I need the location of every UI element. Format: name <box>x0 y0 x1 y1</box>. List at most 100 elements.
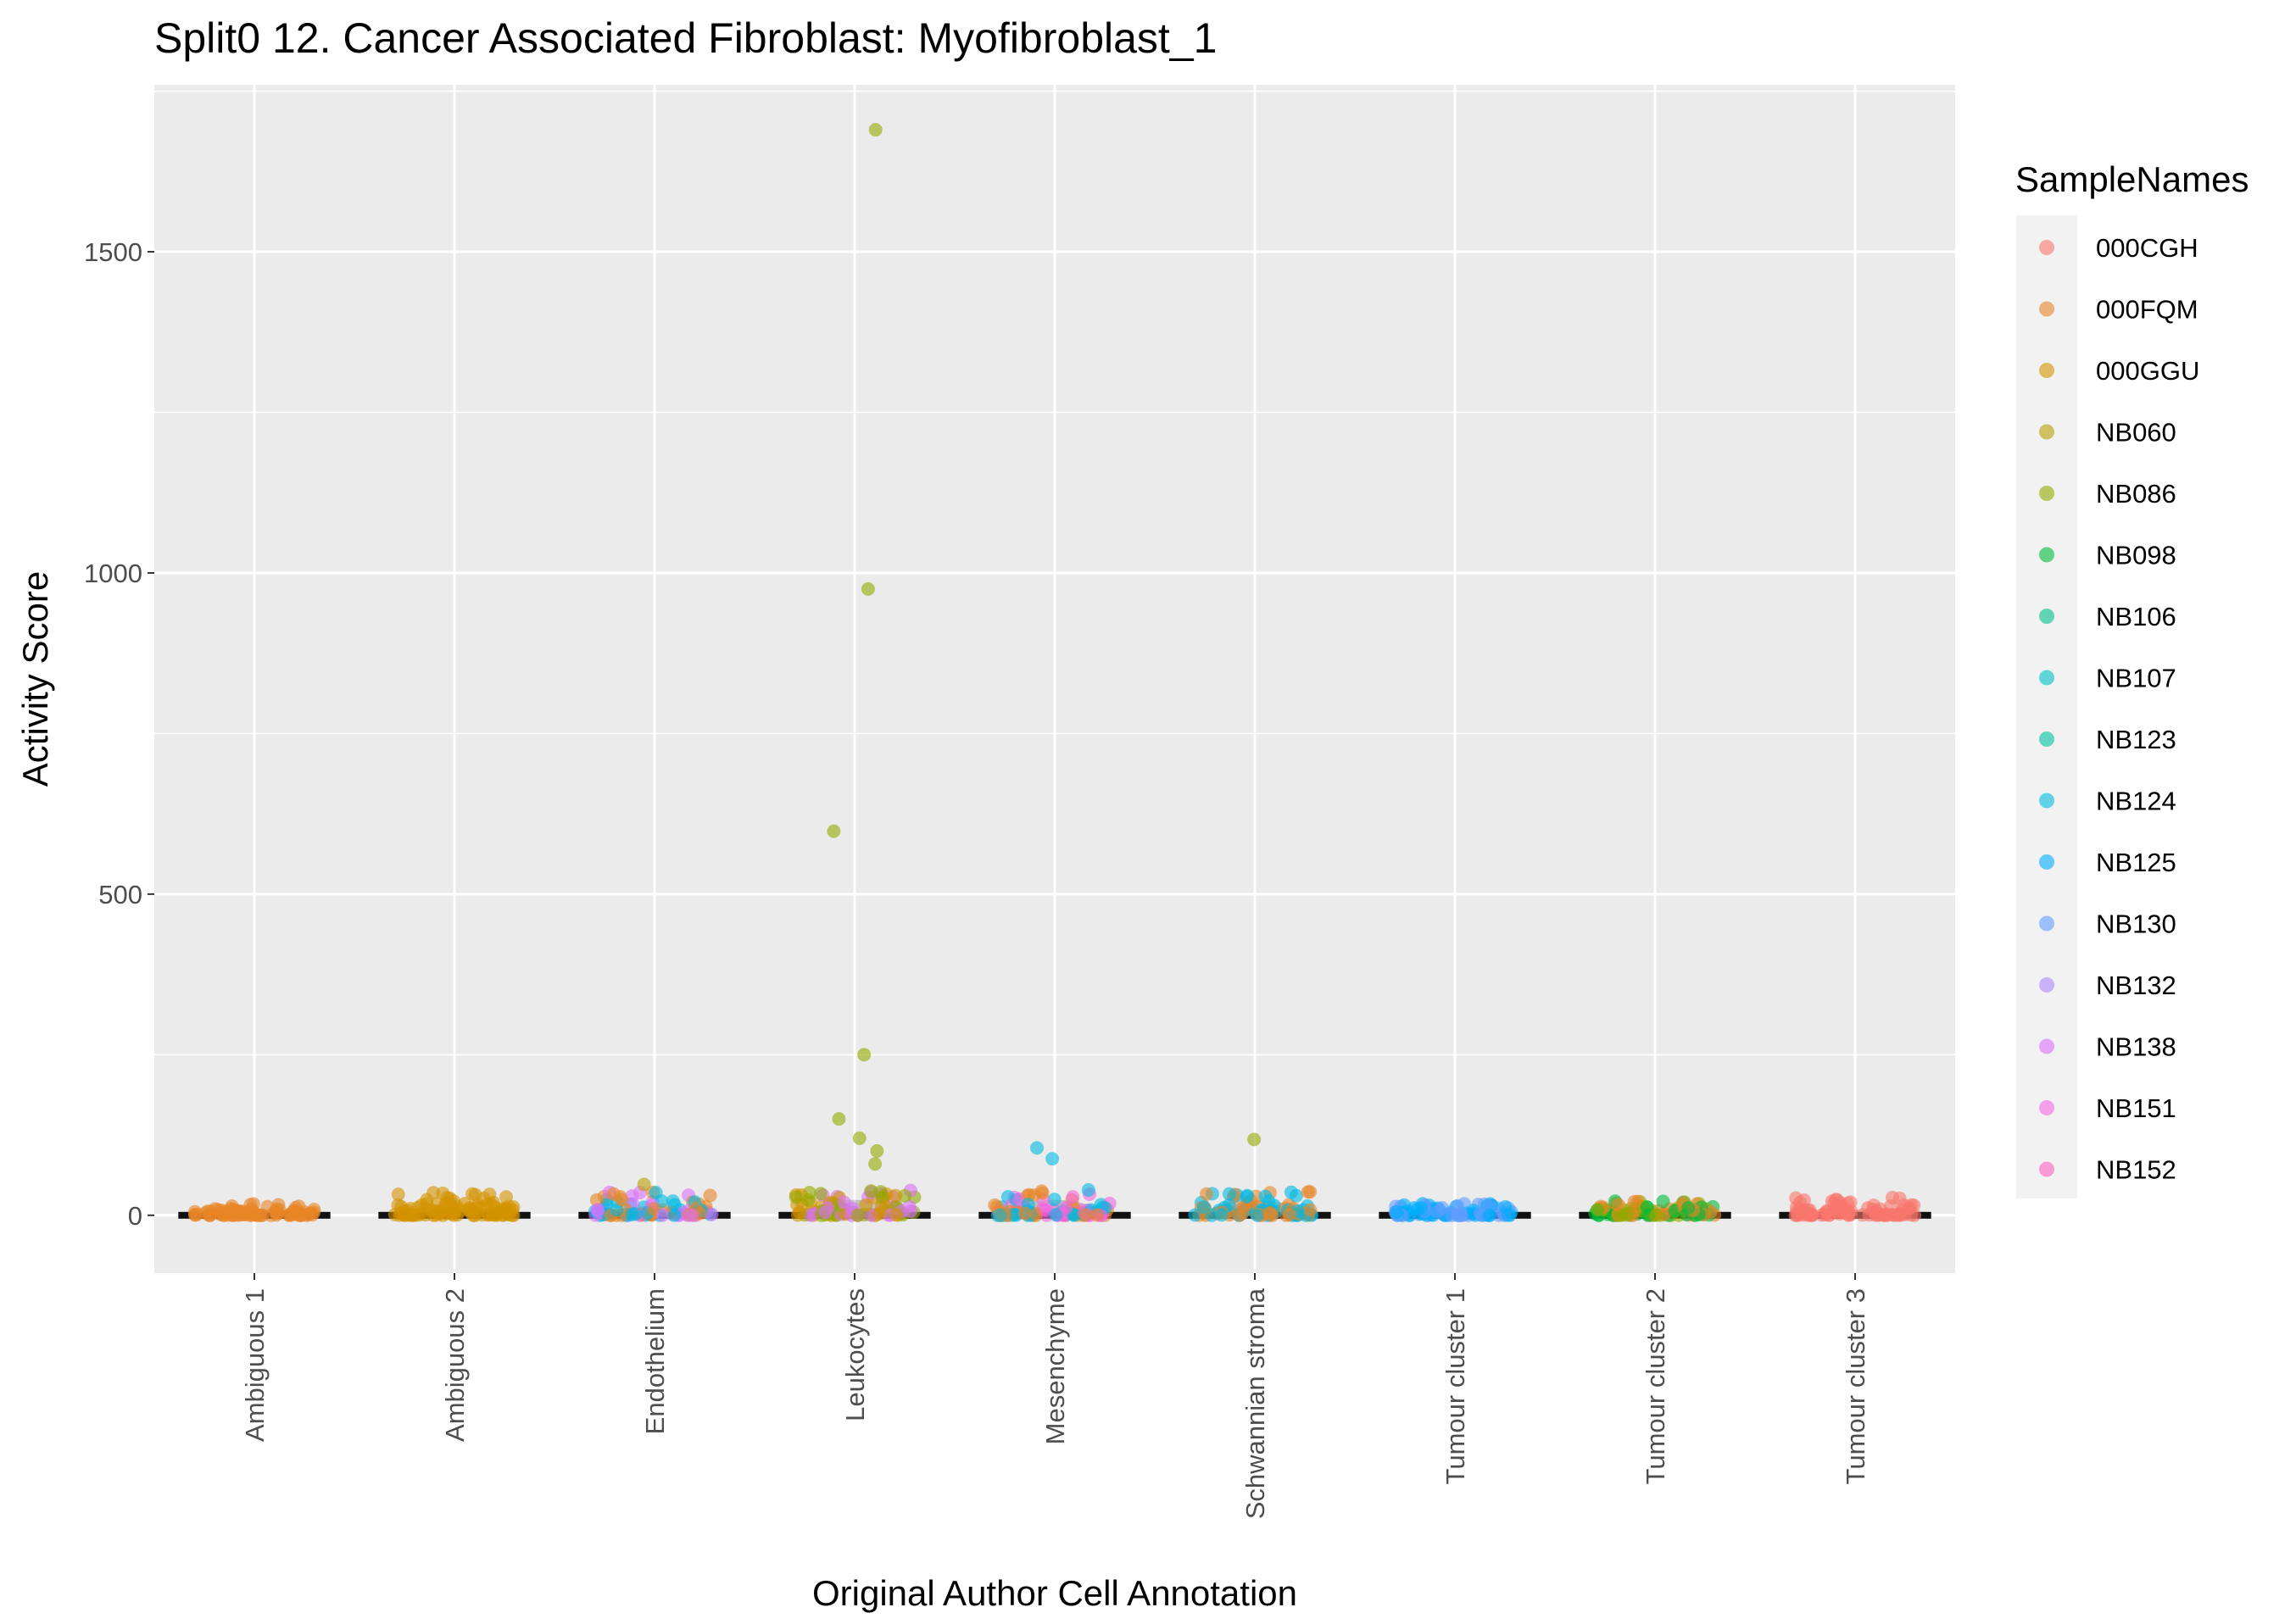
data-point <box>293 1208 308 1222</box>
data-point <box>649 1186 663 1200</box>
data-point <box>1200 1187 1214 1201</box>
data-point <box>685 1208 699 1222</box>
data-point <box>1413 1201 1428 1215</box>
data-point <box>1483 1208 1497 1222</box>
x-tick-label: Tumour cluster 2 <box>1641 1288 1670 1484</box>
data-point <box>1289 1188 1303 1203</box>
data-point-outlier <box>1030 1141 1045 1155</box>
legend-label: 000GGU <box>2096 356 2199 386</box>
legend-key <box>2039 977 2054 993</box>
data-point-outlier <box>852 1131 867 1145</box>
data-point <box>1791 1208 1805 1222</box>
data-point <box>625 1207 639 1221</box>
y-axis-title: Activity Score <box>15 571 55 787</box>
data-point-outlier <box>637 1177 651 1192</box>
x-tick-label: Schwannian stroma <box>1240 1288 1270 1519</box>
legend-label: 000CGH <box>2096 233 2198 263</box>
data-point <box>419 1202 433 1216</box>
points-group <box>187 123 1922 1222</box>
data-point <box>468 1208 482 1222</box>
data-point <box>1222 1187 1236 1201</box>
data-point <box>1258 1189 1273 1204</box>
y-tick-label: 1000 <box>84 559 142 588</box>
data-point <box>1078 1208 1093 1222</box>
data-point <box>850 1208 865 1222</box>
data-point <box>813 1187 828 1201</box>
data-point <box>1081 1182 1095 1197</box>
legend-label: NB125 <box>2096 848 2176 877</box>
data-point <box>440 1190 454 1204</box>
data-point <box>1188 1208 1202 1222</box>
data-point <box>1303 1203 1318 1217</box>
data-point <box>1502 1208 1516 1222</box>
data-point <box>667 1208 682 1222</box>
data-point <box>667 1198 682 1212</box>
legend-label: NB132 <box>2096 971 2176 1000</box>
data-point <box>505 1203 520 1217</box>
data-point <box>243 1208 258 1222</box>
data-point <box>391 1187 405 1202</box>
data-point <box>1049 1208 1063 1222</box>
data-point-outlier <box>832 1112 846 1126</box>
y-tick-label: 1500 <box>84 237 142 267</box>
legend-key <box>2039 363 2054 378</box>
data-point <box>1656 1194 1670 1209</box>
legend-label: NB124 <box>2096 787 2176 816</box>
legend-key <box>2039 486 2054 501</box>
data-point-outlier <box>827 824 841 838</box>
legend-key <box>2039 240 2054 255</box>
data-point <box>703 1188 717 1203</box>
data-point <box>859 1198 873 1212</box>
legend-key <box>2039 1161 2054 1177</box>
data-point <box>1611 1198 1625 1212</box>
legend-key <box>2039 670 2054 686</box>
data-point <box>458 1197 472 1211</box>
data-point <box>792 1205 806 1220</box>
data-point <box>1250 1208 1264 1222</box>
legend-label: NB151 <box>2096 1093 2176 1123</box>
data-point <box>818 1205 833 1220</box>
data-point-outlier <box>868 1157 883 1171</box>
data-point-outlier <box>1045 1152 1060 1166</box>
data-point <box>465 1187 479 1201</box>
data-point <box>398 1208 412 1222</box>
data-point <box>590 1204 605 1218</box>
legend-key <box>2039 609 2054 624</box>
data-point <box>1089 1208 1104 1222</box>
data-point-outlier <box>861 581 875 596</box>
legend-label: NB152 <box>2096 1155 2176 1185</box>
y-axis: 0 500 1000 1500 <box>84 237 154 1231</box>
data-point <box>1282 1208 1296 1222</box>
legend-key <box>2039 731 2054 747</box>
legend-key <box>2039 1100 2054 1115</box>
data-point <box>837 1195 851 1210</box>
data-point <box>655 1208 670 1222</box>
data-point <box>1446 1208 1460 1222</box>
data-point-outlier <box>857 1048 872 1062</box>
gridlines <box>154 85 1955 1273</box>
legend-key <box>2039 547 2054 563</box>
legend-label: NB086 <box>2096 479 2176 509</box>
legend-label: NB123 <box>2096 725 2176 754</box>
legend-key <box>2039 793 2054 809</box>
data-point <box>615 1193 629 1207</box>
x-tick-label: Endothelium <box>640 1288 670 1434</box>
x-tick-label: Ambiguous 1 <box>240 1288 270 1442</box>
data-point <box>993 1208 1007 1222</box>
legend-title: SampleNames <box>2015 159 2249 199</box>
data-point <box>1803 1208 1817 1222</box>
x-tick-label: Mesenchyme <box>1040 1288 1070 1444</box>
data-point <box>1903 1201 1917 1215</box>
data-point <box>789 1190 803 1204</box>
data-point <box>1649 1208 1663 1222</box>
legend-label: NB106 <box>2096 602 2176 631</box>
x-tick-label: Tumour cluster 1 <box>1441 1288 1470 1484</box>
data-point <box>1196 1200 1211 1215</box>
data-point <box>188 1208 203 1222</box>
data-point <box>1301 1185 1315 1199</box>
x-axis-title: Original Author Cell Annotation <box>812 1573 1297 1613</box>
data-point <box>1842 1207 1856 1221</box>
data-point <box>589 1193 604 1207</box>
data-point <box>1240 1189 1254 1204</box>
data-point <box>705 1207 719 1221</box>
